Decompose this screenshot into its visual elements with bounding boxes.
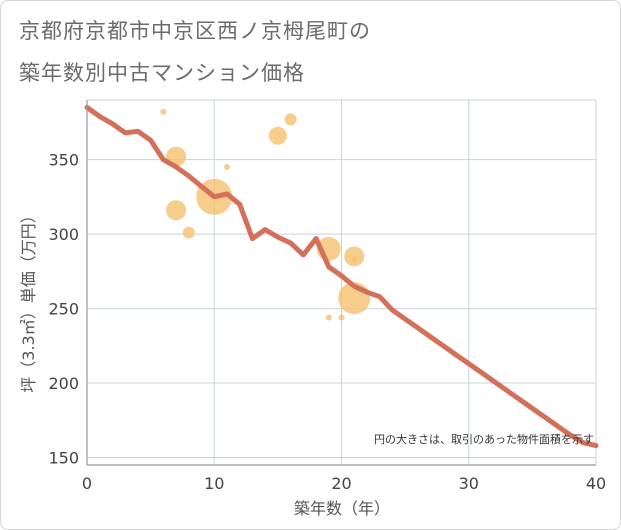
bubble-point: [268, 126, 287, 145]
x-tick-label: 10: [204, 474, 224, 493]
bubble-point: [325, 314, 332, 321]
x-tick-label: 20: [331, 474, 351, 493]
y-axis-label: 坪（3.3㎡）単価（万円）: [19, 207, 38, 392]
tick-labels: 0 10 20 30 40 150 200 250 300 350: [48, 151, 606, 493]
grid-lines: [87, 99, 597, 465]
y-tick-label: 250: [48, 300, 79, 319]
bubble-point: [338, 314, 345, 321]
x-axis-label: 築年数（年）: [294, 499, 390, 518]
bubble-point: [160, 108, 167, 115]
chart-title-line-1: 京都府京都市中京区西ノ京栂尾町の: [19, 19, 371, 43]
bubble-series: [160, 108, 371, 321]
y-tick-label: 150: [48, 449, 79, 468]
y-tick-label: 350: [48, 151, 79, 170]
bubble-point: [223, 164, 230, 171]
axes: [86, 100, 596, 466]
bubble-point: [182, 226, 195, 239]
x-tick-label: 40: [586, 474, 606, 493]
y-tick-label: 200: [48, 374, 79, 393]
chart-title-line-2: 築年数別中古マンション価格: [19, 61, 305, 85]
bubble-point: [351, 256, 358, 263]
trend-series: [84, 104, 599, 449]
x-tick-label: 30: [459, 474, 479, 493]
bubble-point: [284, 113, 297, 126]
y-tick-label: 300: [48, 225, 79, 244]
trend-line: [84, 104, 599, 449]
x-tick-label: 0: [82, 474, 92, 493]
size-note: 円の大きさは、取引のあった物件面積を示す: [374, 432, 594, 446]
bubble-point: [166, 200, 187, 221]
